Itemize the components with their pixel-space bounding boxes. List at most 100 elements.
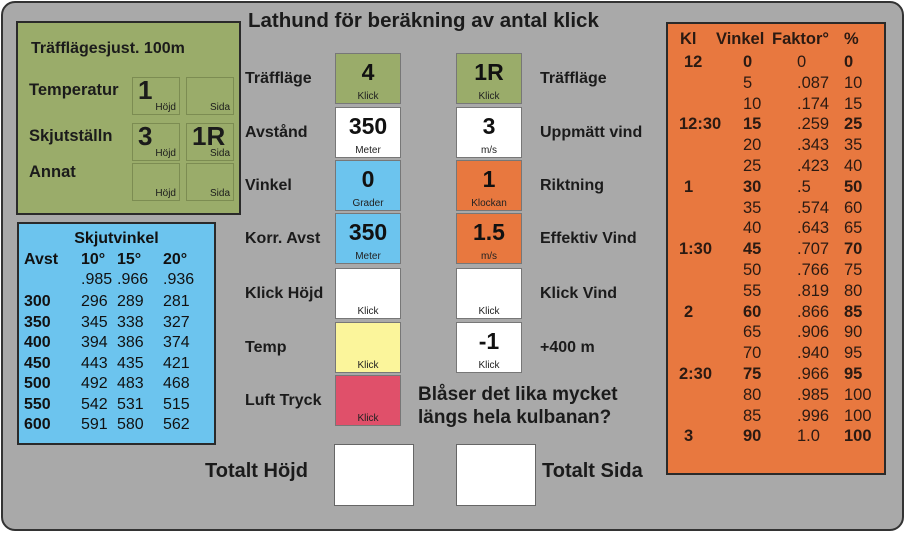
left-field-box[interactable]: 350 Meter xyxy=(335,107,401,158)
left-field-box[interactable]: Klick xyxy=(335,375,401,426)
adjust-height-label: Höjd xyxy=(155,148,176,159)
adjust-row-label: Annat xyxy=(29,163,76,181)
right-field-label: Uppmätt vind xyxy=(540,124,643,141)
wind-table-factor: .5 xyxy=(797,177,811,196)
left-field-box[interactable]: 4 Klick xyxy=(335,53,401,104)
wind-table-factor: .819 xyxy=(797,281,830,300)
wind-table-angle: 55 xyxy=(743,281,762,300)
wind-table-factor: 0 xyxy=(797,53,807,71)
wind-table-percent: 50 xyxy=(844,177,863,196)
wind-angle-table: Kl Vinkel Faktor°% 12 0 0 0 5.087 10 10.174 15 12:3… xyxy=(666,22,886,475)
right-field-label: Riktning xyxy=(540,177,604,194)
angle-table-cell: 281 xyxy=(163,293,190,310)
wind-table-factor: .985 xyxy=(797,385,830,404)
adjust-height-field[interactable]: 3 Höjd xyxy=(132,123,180,161)
left-field-box[interactable]: Klick xyxy=(335,322,401,373)
total-height-field[interactable] xyxy=(334,444,414,506)
angle-table-cell: 591 xyxy=(81,416,108,433)
adjust-height-field[interactable]: Höjd xyxy=(132,163,180,201)
right-field-unit: Klockan xyxy=(471,198,507,209)
adjust-side-field[interactable]: Sida xyxy=(186,163,234,201)
angle-table-cell: 289 xyxy=(117,293,144,310)
left-field-value: 350 xyxy=(348,113,388,139)
right-field-box[interactable]: 1.5 m/s xyxy=(456,213,522,264)
adjust-side-field[interactable]: 1R Sida xyxy=(186,123,234,161)
angle-table-cell: 421 xyxy=(163,354,190,372)
wind-table-factor: .940 xyxy=(797,344,830,363)
wind-table-percent: 100 xyxy=(844,427,872,446)
wind-table-angle: 50 xyxy=(743,261,762,279)
wind-table-angle: 25 xyxy=(743,157,762,175)
angle-table-header: 15° xyxy=(117,251,142,268)
right-field-unit: Klick xyxy=(478,306,500,317)
adjust-row-label: Skjutställn xyxy=(29,127,113,145)
adjust-side-label: Sida xyxy=(209,102,230,113)
right-field-unit: m/s xyxy=(480,251,498,262)
wind-table-angle: 35 xyxy=(743,198,762,217)
wind-table-angle: 30 xyxy=(743,177,762,196)
wind-table-angle: 75 xyxy=(743,365,762,383)
total-side-field[interactable] xyxy=(456,444,536,506)
left-field-label: Luft Tryck xyxy=(245,392,322,409)
left-field-box[interactable]: 0 Grader xyxy=(335,160,401,211)
left-field-box[interactable]: 350 Meter xyxy=(335,213,401,264)
adjust-height-value: 1 xyxy=(138,75,153,105)
angle-table-cell: 562 xyxy=(163,416,190,433)
angle-table-distance: 450 xyxy=(24,354,51,372)
left-field-unit: Klick xyxy=(357,360,379,371)
left-field-box[interactable]: Klick xyxy=(335,268,401,319)
angle-table-distance: 300 xyxy=(24,293,51,310)
right-field-box[interactable]: 1R Klick xyxy=(456,53,522,104)
right-field-value: 1 xyxy=(482,166,496,192)
wind-question-line-1: Blåser det lika mycket xyxy=(418,384,618,405)
wind-table-percent: 40 xyxy=(844,157,863,175)
wind-table-percent: 65 xyxy=(844,219,863,238)
wind-table-percent: 80 xyxy=(844,281,863,300)
right-field-unit: m/s xyxy=(480,145,498,156)
adjust-side-label: Sida xyxy=(209,148,230,159)
wind-table-clock: 2 xyxy=(684,302,694,321)
angle-factor: .966 xyxy=(117,271,149,288)
wind-table-factor: .996 xyxy=(797,406,830,425)
adjust-height-value: 3 xyxy=(138,121,153,151)
zero-adjust-panel: Träfflägesjust. 100m Temperatur 1 Höjd Sida… xyxy=(16,21,241,215)
adjust-height-label: Höjd xyxy=(155,102,176,113)
wind-table-percent: 10 xyxy=(844,73,863,92)
wind-table-header: Faktor° xyxy=(772,30,830,48)
angle-table-distance: 550 xyxy=(24,395,51,413)
wind-table-percent: 85 xyxy=(844,302,863,321)
angle-table-cell: 483 xyxy=(117,375,144,392)
wind-table-angle: 45 xyxy=(743,240,762,259)
angle-table-header: 20° xyxy=(163,251,188,268)
right-field-box[interactable]: Klick xyxy=(456,268,522,319)
angle-table-cell: 492 xyxy=(81,375,108,392)
wind-table-angle: 90 xyxy=(743,427,762,446)
wind-table-factor: .574 xyxy=(797,198,830,217)
wind-table-percent: 60 xyxy=(844,198,863,217)
left-field-label: Klick Höjd xyxy=(245,285,324,302)
wind-table-clock: 12 xyxy=(684,53,703,71)
angle-table-cell: 374 xyxy=(163,334,190,351)
adjust-side-field[interactable]: Sida xyxy=(186,77,234,115)
wind-table-factor: .087 xyxy=(797,73,830,92)
left-field-value: 4 xyxy=(361,59,375,85)
wind-table-percent: 100 xyxy=(844,385,872,404)
right-field-box[interactable]: 1 Klockan xyxy=(456,160,522,211)
left-field-label: Träffläge xyxy=(245,70,312,87)
right-field-box[interactable]: -1 Klick xyxy=(456,322,522,373)
right-field-box[interactable]: 3 m/s xyxy=(456,107,522,158)
wind-table-clock: 12:30 xyxy=(679,115,722,134)
wind-table-factor: .343 xyxy=(797,136,830,155)
wind-table-factor: .174 xyxy=(797,94,830,113)
left-field-unit: Meter xyxy=(355,251,381,262)
angle-table-cell: 296 xyxy=(81,293,108,310)
wind-table-clock: 2:30 xyxy=(679,365,713,383)
left-field-label: Korr. Avst xyxy=(245,230,321,247)
adjust-height-field[interactable]: 1 Höjd xyxy=(132,77,180,115)
angle-table-cell: 443 xyxy=(81,354,108,372)
angle-table-header: 10° xyxy=(81,251,106,268)
right-field-label: Klick Vind xyxy=(540,285,618,302)
left-field-label: Temp xyxy=(245,339,287,356)
wind-table-percent: 15 xyxy=(844,94,863,113)
angle-table-cell: 435 xyxy=(117,354,144,372)
